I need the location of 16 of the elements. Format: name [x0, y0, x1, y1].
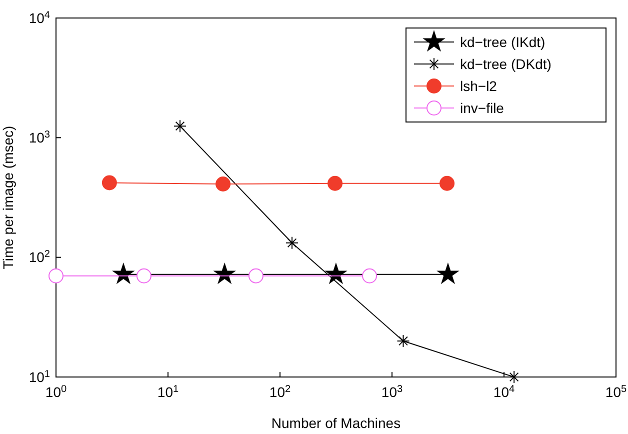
x-tick-label: 10$^{2}$ [269, 384, 291, 400]
x-axis-title: Number of Machines [271, 415, 401, 431]
y-tick-label: 10$^{2}$ [28, 248, 50, 266]
x-tick-label: 10$^{3}$ [381, 384, 403, 400]
x-tick-label: 10$^{1}$ [157, 384, 179, 400]
x-tick-label: 10$^{5}$ [605, 384, 627, 400]
x-tick-label: 10$^{0}$ [45, 384, 67, 400]
y-tick-label: 10$^{3}$ [28, 129, 50, 146]
legend-label: inv−file [460, 100, 504, 116]
x-tick-label: 10$^{4}$ [493, 384, 515, 400]
legend-label: kd−tree (IKdt) [460, 34, 546, 50]
legend-label: lsh−l2 [460, 78, 498, 94]
y-tick-label: 10$^{1}$ [28, 368, 50, 385]
y-axis-title: Time per image (msec) [0, 126, 16, 270]
legend-label: kd−tree (DKdt) [460, 56, 552, 72]
y-tick-label: 10$^{4}$ [28, 9, 50, 26]
